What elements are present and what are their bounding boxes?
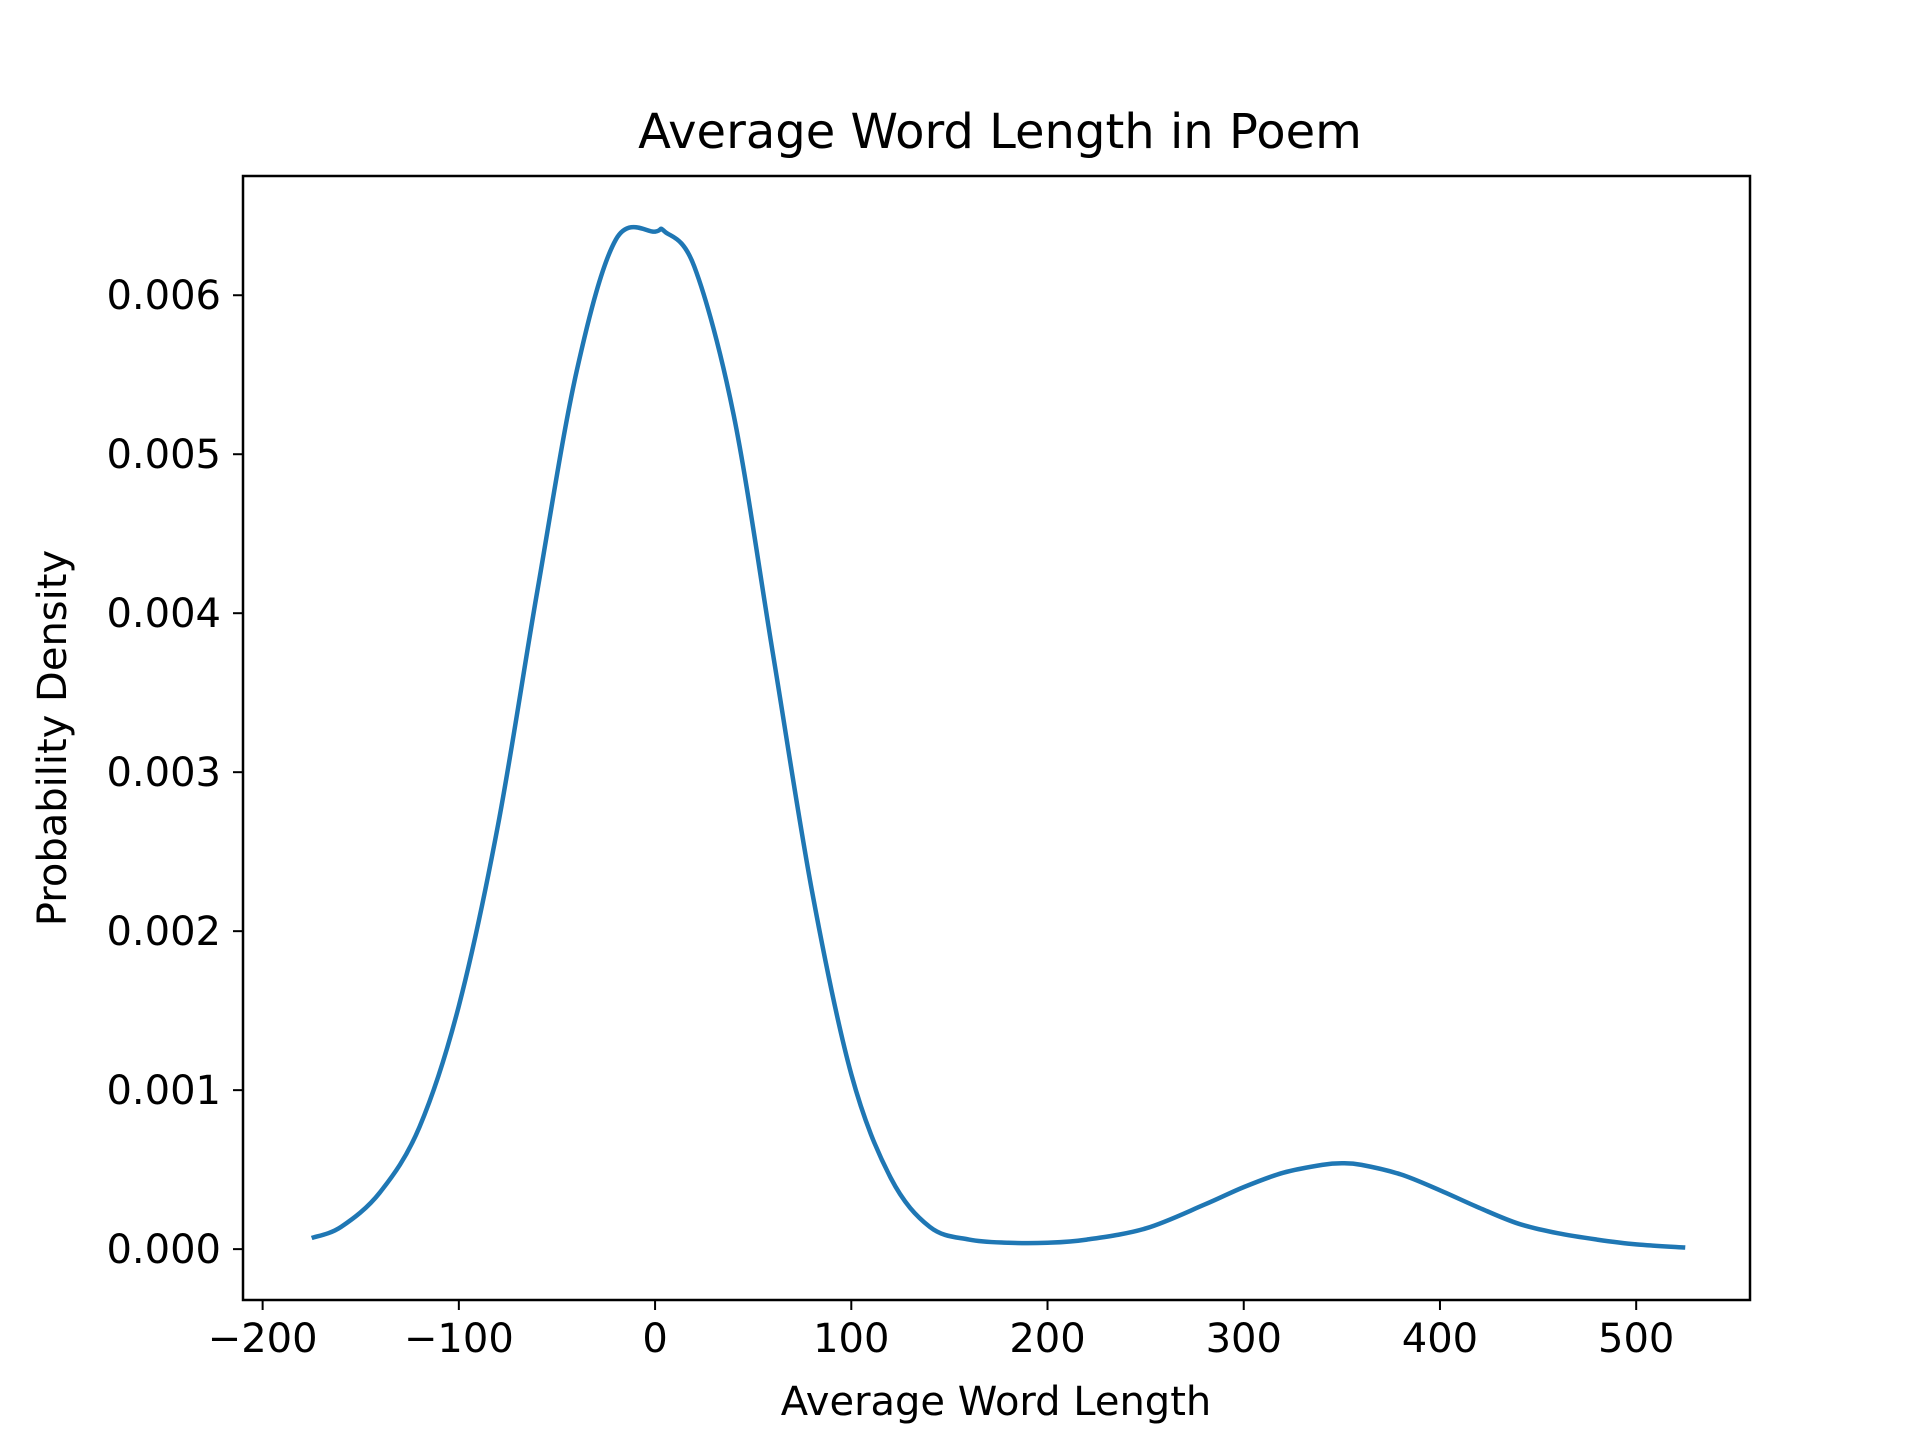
y-axis-label: Probability Density <box>30 550 76 926</box>
x-tick-label: −200 <box>208 1316 318 1362</box>
x-tick-label: 200 <box>1009 1316 1085 1362</box>
y-tick-label: 0.000 <box>106 1227 221 1273</box>
density-series-line <box>310 224 1686 1250</box>
y-axis-ticks: 0.000 0.001 0.002 0.003 0.004 0.005 0.006 <box>106 273 243 1273</box>
y-tick-label: 0.002 <box>106 909 221 955</box>
y-tick-label: 0.005 <box>106 432 221 478</box>
x-axis-label: Average Word Length <box>781 1379 1211 1425</box>
y-tick-label: 0.003 <box>106 750 221 796</box>
y-tick-label: 0.004 <box>106 591 221 637</box>
y-tick-label: 0.006 <box>106 273 221 319</box>
x-axis-ticks: −200 −100 0 100 200 300 400 500 <box>208 1300 1674 1362</box>
x-tick-label: 500 <box>1598 1316 1674 1362</box>
x-tick-label: 300 <box>1206 1316 1282 1362</box>
x-tick-label: 400 <box>1402 1316 1478 1362</box>
plot-frame <box>241 174 1752 1302</box>
x-tick-label: 0 <box>642 1316 667 1362</box>
y-tick-label: 0.001 <box>106 1068 221 1114</box>
x-tick-label: −100 <box>404 1316 514 1362</box>
plot-area <box>241 174 1752 1302</box>
x-tick-label: 100 <box>813 1316 889 1362</box>
chart-title: Average Word Length in Poem <box>638 104 1362 160</box>
